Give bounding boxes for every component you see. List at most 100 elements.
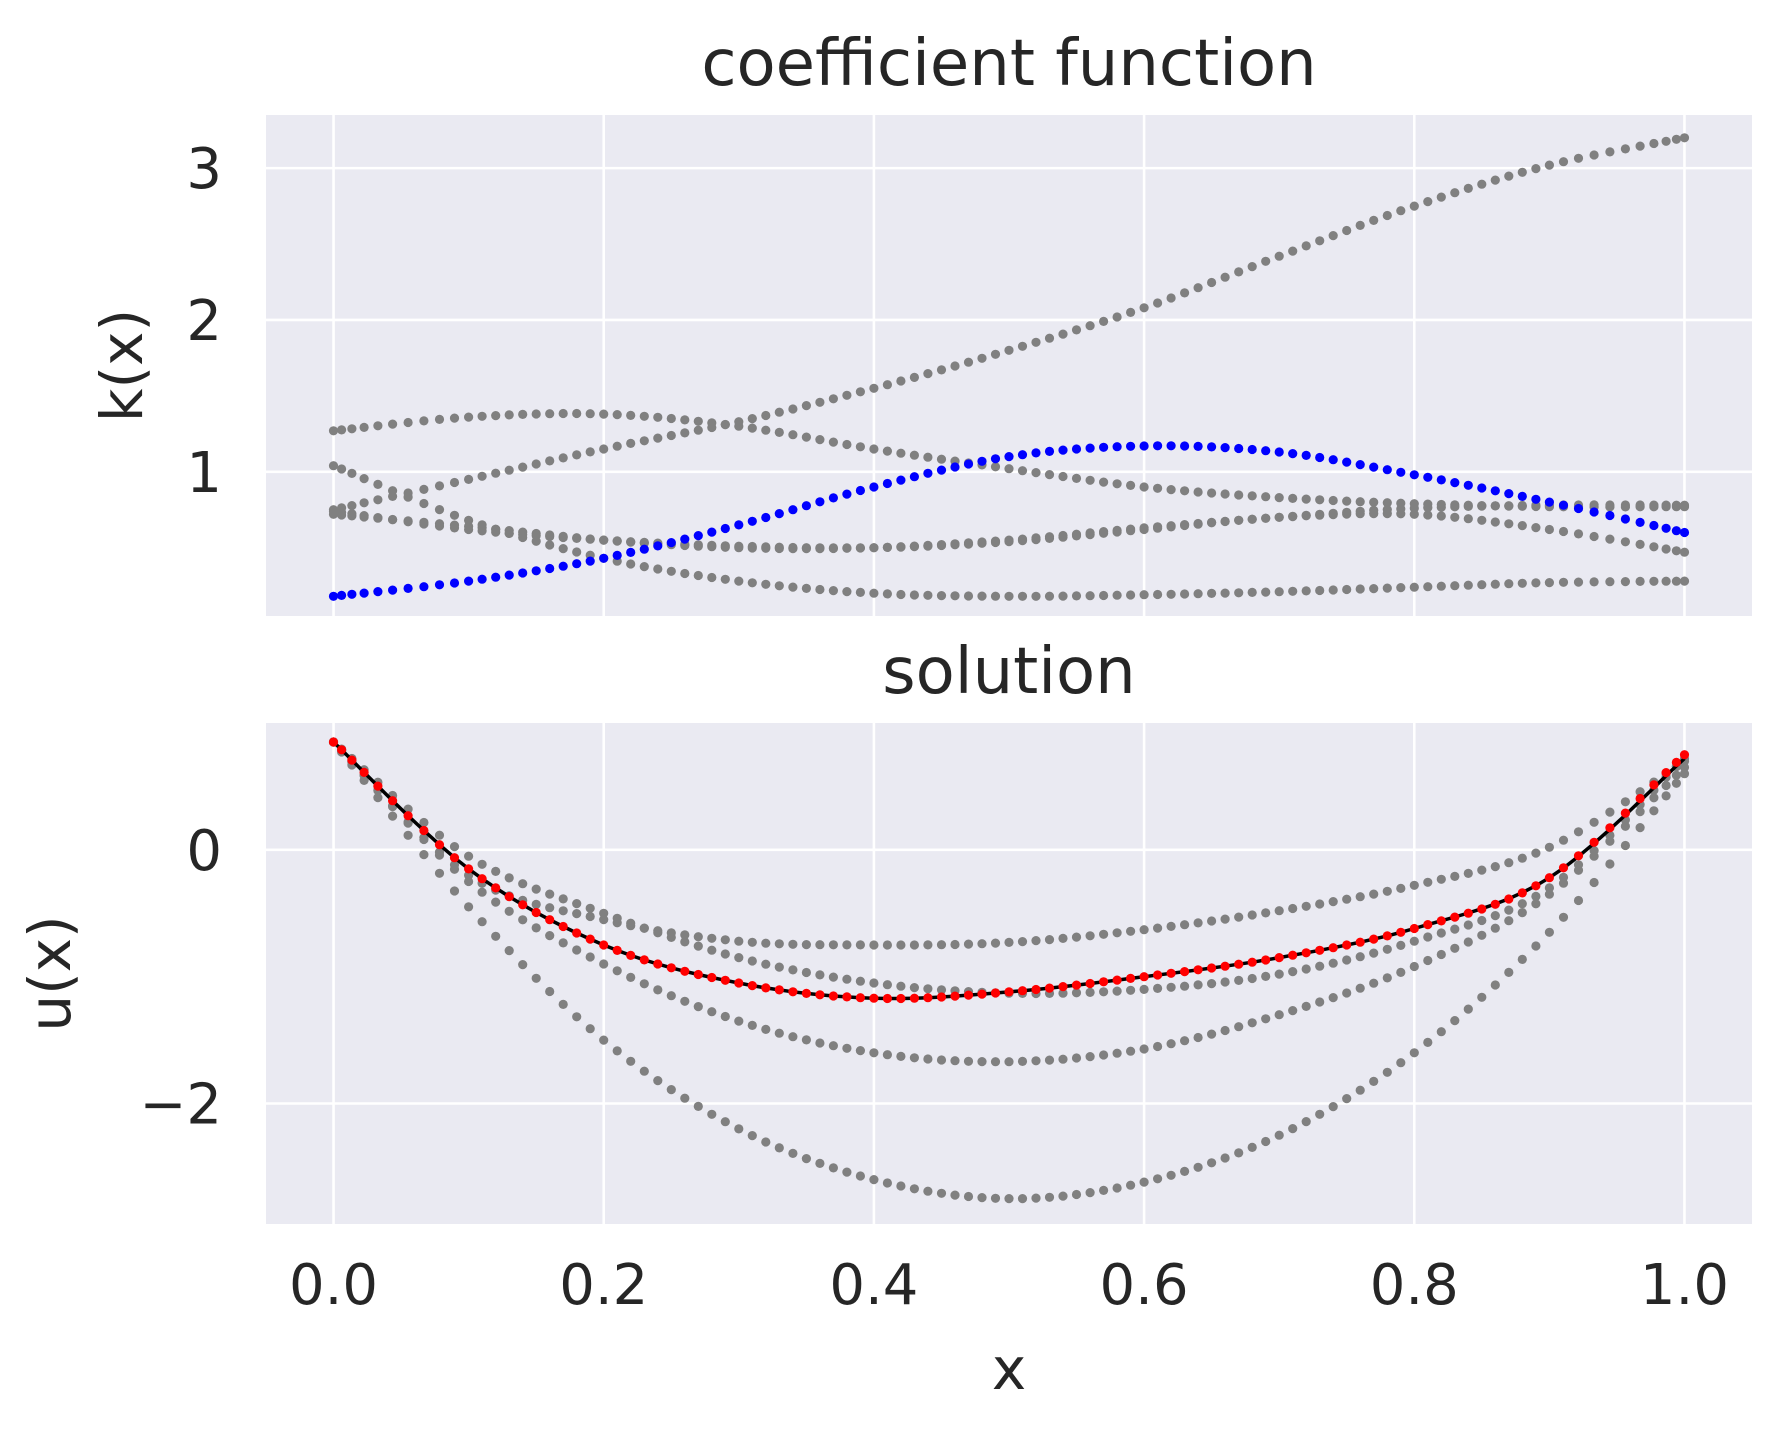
data-point: [449, 886, 460, 896]
data-point: [1031, 468, 1041, 478]
data-point: [747, 516, 757, 526]
data-point: [1409, 509, 1419, 519]
data-point: [815, 990, 825, 1000]
data-point: [842, 390, 852, 400]
data-point: [1679, 547, 1690, 557]
data-point: [1517, 521, 1527, 531]
data-point: [869, 1175, 879, 1185]
data-point: [403, 492, 413, 502]
data-point: [1301, 901, 1311, 911]
data-point: [990, 1057, 1001, 1067]
data-point: [639, 411, 649, 421]
data-point: [518, 568, 528, 578]
data-point: [558, 408, 568, 419]
data-point: [1517, 853, 1527, 863]
data-point: [990, 988, 1001, 998]
data-point: [801, 1035, 812, 1045]
data-point: [1099, 977, 1109, 987]
x-tick-label: 0.6: [1100, 1253, 1189, 1318]
data-point: [419, 825, 429, 836]
data-point: [1058, 1054, 1068, 1064]
data-point: [761, 938, 771, 948]
data-point: [1355, 952, 1365, 962]
data-point: [1112, 975, 1122, 985]
data-point: [1671, 770, 1681, 780]
series-3: [328, 737, 1690, 1067]
data-point: [1301, 1001, 1311, 1012]
data-point: [1153, 523, 1163, 533]
data-point: [477, 859, 487, 869]
data-point: [1288, 511, 1298, 522]
data-point: [923, 452, 933, 462]
data-point: [1661, 576, 1671, 586]
data-point: [1544, 927, 1554, 937]
data-point: [1436, 511, 1446, 521]
data-point: [923, 940, 933, 950]
data-point: [1220, 1153, 1230, 1163]
data-point: [1450, 581, 1460, 591]
data-point: [1620, 797, 1630, 807]
data-point: [599, 940, 609, 950]
data-point: [1589, 150, 1599, 160]
data-point: [990, 454, 1001, 464]
data-point: [1139, 524, 1149, 535]
data-point: [747, 423, 757, 433]
data-point: [896, 940, 906, 950]
data-point: [1234, 588, 1244, 598]
data-point: [1477, 501, 1487, 511]
data-point: [842, 940, 852, 950]
data-point: [788, 430, 798, 440]
data-point: [612, 410, 622, 420]
data-point: [1620, 840, 1630, 851]
data-point: [1180, 920, 1190, 930]
data-point: [720, 935, 730, 945]
data-point: [788, 965, 798, 975]
data-point: [1605, 823, 1615, 833]
data-point: [1369, 497, 1379, 507]
data-point: [1058, 532, 1068, 542]
data-point: [328, 591, 339, 601]
data-point: [1044, 1055, 1055, 1065]
data-point: [449, 842, 460, 852]
data-point: [774, 508, 784, 519]
data-point: [1288, 493, 1298, 503]
data-point: [1085, 591, 1095, 601]
data-point: [761, 542, 771, 552]
data-point: [491, 897, 501, 907]
data-point: [1301, 948, 1311, 958]
data-point: [1661, 136, 1671, 146]
y-axis-label: k(x): [88, 309, 156, 422]
data-point: [1071, 531, 1082, 541]
data-point: [1436, 874, 1446, 884]
data-point: [1234, 267, 1244, 277]
data-point: [1044, 533, 1055, 544]
data-point: [923, 1054, 933, 1064]
data-point: [1649, 576, 1659, 586]
data-point: [1620, 144, 1630, 154]
data-point: [1661, 500, 1671, 510]
x-tick-label: 0.0: [289, 1253, 378, 1318]
data-point: [734, 1016, 744, 1026]
data-point: [761, 1137, 771, 1147]
data-point: [936, 985, 947, 995]
data-point: [504, 892, 514, 902]
data-point: [720, 541, 730, 551]
data-point: [1450, 1016, 1460, 1026]
data-point: [639, 537, 649, 548]
data-point: [1085, 321, 1095, 331]
data-point: [434, 414, 445, 424]
data-point: [464, 474, 474, 484]
data-point: [419, 484, 429, 494]
data-point: [1180, 520, 1190, 531]
data-point: [1605, 534, 1615, 544]
data-point: [626, 410, 636, 420]
series-6: [328, 441, 1690, 601]
data-point: [531, 459, 541, 469]
data-point: [896, 448, 906, 458]
data-point: [788, 1032, 798, 1042]
data-point: [1193, 283, 1203, 293]
data-point: [504, 410, 514, 420]
data-point: [1234, 975, 1244, 986]
data-point: [977, 1193, 987, 1203]
data-point: [801, 583, 812, 594]
